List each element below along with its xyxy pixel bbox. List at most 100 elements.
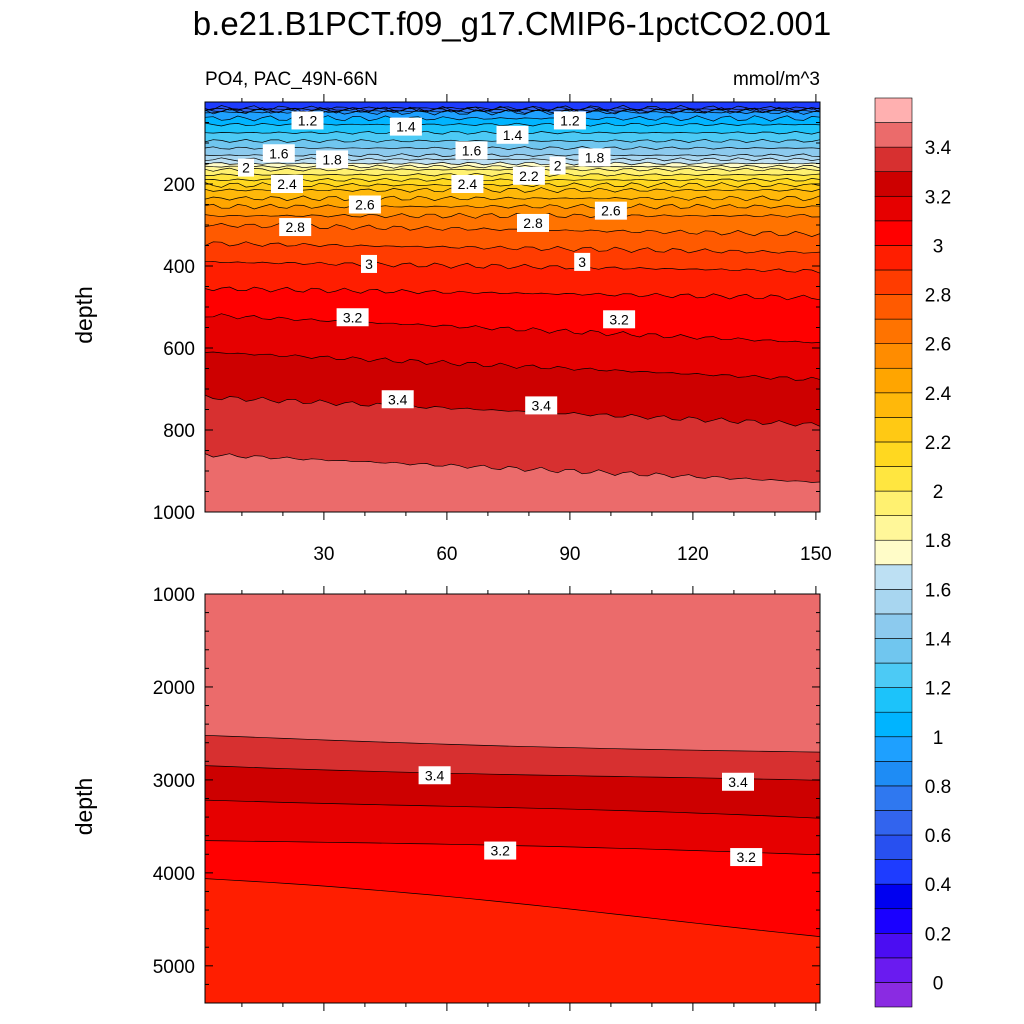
colorbar-swatch bbox=[874, 539, 913, 566]
contour-label: 3 bbox=[361, 254, 377, 273]
colorbar-swatch bbox=[874, 564, 913, 590]
contour-line bbox=[205, 161, 820, 166]
colorbar-swatch bbox=[874, 908, 913, 934]
y-tick-label: 200 bbox=[163, 175, 195, 196]
colorbar-swatch bbox=[874, 294, 913, 320]
contour-label-text: 3.4 bbox=[425, 767, 445, 783]
contour-label-text: 1.4 bbox=[503, 127, 523, 143]
contour-label: 2.8 bbox=[279, 218, 312, 237]
contour-line bbox=[205, 203, 820, 210]
contour-band bbox=[205, 878, 820, 1003]
chart-title: b.e21.B1PCT.f09_g17.CMIP6-1pctCO2.001 bbox=[193, 5, 831, 42]
y-tick-label: 5000 bbox=[153, 957, 195, 978]
contour-label: 2.6 bbox=[348, 195, 381, 214]
contour-label-box bbox=[549, 156, 566, 175]
colorbar-swatch bbox=[874, 392, 913, 418]
contour-line bbox=[205, 172, 820, 177]
colorbar-swatch bbox=[874, 466, 913, 492]
colorbar-tick-label: 0.2 bbox=[925, 924, 951, 945]
contour-line bbox=[205, 167, 820, 172]
contour-label-text: 2 bbox=[242, 160, 250, 176]
contour-label-text: 2.6 bbox=[601, 203, 621, 219]
contour-line bbox=[205, 351, 820, 381]
contour-label: 3.2 bbox=[603, 310, 636, 329]
colorbar-swatch bbox=[874, 736, 913, 762]
lower-depth-panel: 3.4 3.4 3.2 3.2 1000 2000 3000 4000 5000 depth bbox=[71, 585, 821, 1011]
colorbar-swatch bbox=[874, 589, 913, 615]
contour-line bbox=[205, 182, 820, 188]
colorbar-tick-label: 1.8 bbox=[925, 531, 951, 552]
colorbar-swatch bbox=[874, 957, 913, 983]
contour-label: 3.2 bbox=[484, 841, 517, 860]
contour-label: 2 bbox=[238, 158, 254, 177]
variable-region-label: PO4, PAC_49N-66N bbox=[205, 69, 378, 90]
contour-line bbox=[205, 153, 820, 158]
contour-label: 3.2 bbox=[730, 848, 763, 867]
contour-label-text: 3.2 bbox=[490, 843, 510, 859]
contour-line bbox=[205, 164, 820, 169]
colorbar-swatch bbox=[874, 318, 913, 344]
contour-label-text: 2.8 bbox=[285, 219, 305, 235]
colorbar-swatch bbox=[874, 343, 913, 369]
colorbar-tick-label: 0 bbox=[933, 973, 944, 994]
y-tick-label: 4000 bbox=[153, 864, 195, 885]
contour-label-text: 2.2 bbox=[519, 168, 539, 184]
colorbar-swatch bbox=[874, 810, 913, 836]
contour-line bbox=[205, 146, 820, 151]
contour-label-text: 1.6 bbox=[462, 142, 482, 158]
contour-label-box bbox=[418, 766, 451, 785]
contour-label-box bbox=[279, 218, 312, 237]
contour-label-box bbox=[451, 175, 484, 193]
contour-label-text: 2.8 bbox=[523, 215, 543, 231]
contour-line bbox=[205, 177, 820, 182]
contour-label: 2 bbox=[549, 156, 566, 175]
contour-label: 2.2 bbox=[512, 166, 545, 185]
contour-label-box bbox=[578, 148, 611, 167]
colorbar-swatch bbox=[874, 195, 913, 222]
contour-line bbox=[205, 453, 820, 483]
contour-label: 2.4 bbox=[451, 175, 484, 193]
contour-label-text: 3.4 bbox=[531, 397, 551, 413]
y-tick-label: 1000 bbox=[153, 503, 195, 524]
colorbar-swatch bbox=[874, 662, 913, 688]
colorbar-swatch bbox=[874, 367, 913, 394]
colorbar-tick-label: 2.8 bbox=[925, 286, 951, 307]
colorbar-swatch bbox=[874, 785, 913, 811]
contour-label-box bbox=[517, 213, 549, 232]
colorbar-swatch bbox=[874, 417, 913, 443]
x-tick-label: 30 bbox=[313, 544, 334, 565]
contour-label: 1.2 bbox=[291, 111, 324, 130]
contour-label-box bbox=[553, 111, 586, 130]
colorbar-tick-label: 2.6 bbox=[925, 335, 951, 356]
colorbar-tick-label: 0.4 bbox=[925, 875, 952, 896]
contour-line bbox=[205, 260, 820, 274]
colorbar-swatch bbox=[874, 883, 913, 910]
contour-label-box bbox=[291, 111, 324, 130]
colorbar-swatch bbox=[874, 711, 913, 738]
contour-label-box bbox=[496, 125, 529, 144]
contour-label-box bbox=[730, 848, 763, 867]
contour-label: 1.6 bbox=[455, 141, 488, 160]
contour-fills: 1.2 1.4 1.2 1.4 1.6 1.6 1.8 1.8 2 2 2.2 2.4 2.4 2.6 2.… bbox=[205, 102, 820, 512]
y-axis-label: depth bbox=[71, 778, 97, 836]
contour-label: 1.8 bbox=[316, 150, 349, 169]
colorbar-swatch bbox=[874, 441, 913, 467]
contour-label-text: 3.2 bbox=[736, 849, 756, 865]
colorbar-swatch bbox=[874, 269, 913, 295]
contour-label-text: 2.4 bbox=[458, 176, 478, 192]
contour-label-box bbox=[361, 254, 377, 273]
y-tick-label: 600 bbox=[163, 339, 195, 360]
colorbar-tick-label: 2 bbox=[933, 482, 944, 503]
contour-label-box bbox=[484, 841, 517, 860]
contour-label-text: 3.4 bbox=[728, 774, 748, 790]
contour-label-text: 1.8 bbox=[322, 151, 342, 167]
colorbar-swatch bbox=[874, 932, 913, 959]
colorbar-swatch bbox=[874, 982, 913, 1008]
contour-label-box bbox=[262, 144, 295, 163]
contour-label: 1.4 bbox=[389, 117, 422, 136]
colorbar-tick-label: 2.2 bbox=[925, 433, 951, 454]
y-tick-label: 400 bbox=[163, 257, 195, 278]
contour-label: 3 bbox=[574, 252, 591, 271]
colorbar-swatch bbox=[874, 245, 913, 271]
colorbar-swatch bbox=[874, 515, 913, 541]
